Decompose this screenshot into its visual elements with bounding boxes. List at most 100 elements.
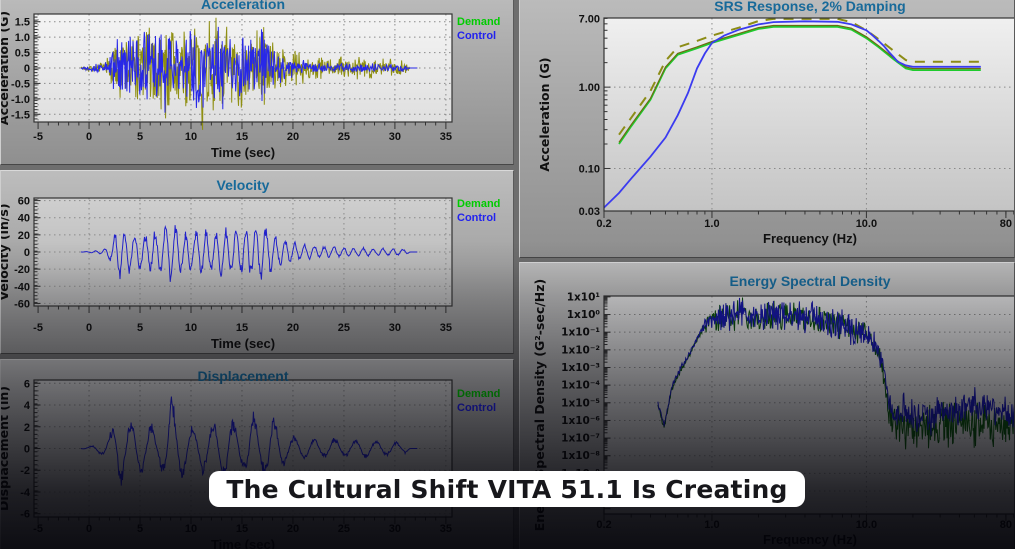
x-tick-label: 25 (338, 131, 350, 143)
y-tick-label: 0 (24, 444, 30, 456)
plot-area (604, 18, 1014, 211)
x-tick-label: 0.2 (596, 519, 611, 531)
y-tick-label: 1x10¹ (567, 291, 601, 303)
y-tick-label: 1.00 (579, 82, 600, 94)
y-tick-label: 2 (24, 422, 30, 434)
x-axis-title: Frequency (Hz) (763, 231, 857, 246)
y-tick-label: 1x10⁻¹ (561, 327, 600, 339)
y-tick-label: 4 (24, 400, 31, 412)
srs-response-chart-panel[interactable]: 0.2 1.0 10.0 80 7.00 1.00 0.10 0.03 SRS Response… (519, 0, 1015, 258)
legend-item-control: Control (457, 402, 497, 414)
acceleration-plot-svg: -5 0 5 10 15 20 25 30 351.51.00.50-0.5-1.0-1.5Ac… (1, 0, 453, 160)
y-tick-label: 0 (24, 247, 30, 259)
velocity-plot-svg: -5 0 5 10 15 20 25 30 356040200-20-40-60Velocity… (1, 177, 453, 351)
x-tick-label: 10 (185, 523, 197, 535)
x-tick-label: 30 (389, 523, 401, 535)
x-axis-title: Frequency (Hz) (763, 532, 857, 547)
legend-item-demand: Demand (457, 16, 501, 28)
x-tick-label: 0 (86, 322, 92, 334)
y-tick-label: 1.0 (15, 32, 30, 44)
y-axis-title: Velocity (in/s) (1, 203, 11, 300)
x-tick-label: 30 (389, 322, 401, 334)
x-tick-label: 30 (389, 131, 401, 143)
y-tick-label: 1x10⁻⁵ (561, 397, 600, 409)
x-tick-label: 10 (185, 131, 197, 143)
chart-legend: Demand Control (457, 15, 500, 43)
x-tick-label: 80 (1000, 218, 1012, 230)
y-tick-label: 1x10⁻⁸ (561, 450, 600, 462)
x-tick-label: 0.2 (596, 218, 611, 230)
x-axis-title: Time (sec) (211, 145, 275, 160)
x-tick-label: 5 (137, 131, 143, 143)
y-tick-label: 7.00 (579, 13, 600, 25)
legend-item-demand: Demand (457, 388, 501, 400)
caption-text: The Cultural Shift VITA 51.1 Is Creating (226, 474, 788, 504)
x-tick-label: 10.0 (856, 519, 877, 531)
x-tick-label: 10.0 (856, 218, 877, 230)
x-tick-label: 20 (287, 322, 299, 334)
y-tick-label: 1.5 (15, 17, 30, 29)
y-tick-label: -6 (20, 509, 30, 521)
x-tick-label: 5 (137, 523, 143, 535)
y-tick-label: 1x10⁻⁶ (561, 415, 600, 427)
x-axis-title: Time (sec) (211, 537, 275, 549)
chart-title: Velocity (217, 177, 270, 193)
y-tick-label: 40 (18, 213, 30, 225)
velocity-chart-panel[interactable]: -5 0 5 10 15 20 25 30 35 60 40 20 0 -20 -40 -60 Velocity… (0, 170, 514, 354)
y-tick-label: 0.5 (15, 48, 30, 60)
y-axis-title: Displacement (in) (1, 386, 11, 511)
chart-title: Energy Spectral Density (729, 273, 890, 289)
x-tick-label: 15 (236, 322, 248, 334)
y-tick-label: -0.5 (11, 78, 30, 90)
legend-item-control: Control (457, 30, 497, 42)
y-tick-label: 0.03 (579, 206, 600, 218)
x-tick-label: 5 (137, 322, 143, 334)
y-tick-label: 1x10⁻³ (561, 362, 600, 374)
legend-item-control: Control (457, 212, 497, 224)
x-tick-label: 20 (287, 131, 299, 143)
y-tick-label: -40 (14, 281, 30, 293)
x-tick-label: -5 (33, 131, 43, 143)
chart-title: Displacement (197, 368, 288, 384)
caption-banner: The Cultural Shift VITA 51.1 Is Creating (209, 471, 805, 507)
x-tick-label: 15 (236, 131, 248, 143)
y-tick-label: -1.5 (11, 109, 30, 121)
y-tick-label: -1.0 (11, 94, 30, 106)
x-tick-label: 35 (440, 131, 452, 143)
y-axis-title: Acceleration (G) (537, 57, 552, 171)
displacement-plot-svg: -5 0 5 10 15 20 25 30 356420-2-4-6DisplacementTi… (1, 368, 453, 549)
chart-legend: Demand Control (457, 387, 500, 415)
x-tick-label: 1.0 (704, 519, 719, 531)
x-tick-label: 1.0 (704, 218, 719, 230)
y-tick-label: -4 (20, 487, 31, 499)
y-axis-title: Acceleration (G) (1, 11, 11, 125)
y-tick-label: 1x10⁰ (567, 309, 601, 321)
x-tick-label: -5 (33, 322, 43, 334)
x-tick-label: 10 (185, 322, 197, 334)
displacement-chart-panel[interactable]: -5 0 5 10 15 20 25 30 35 6 4 2 0 -2 -4 -6 Displacement Ti… (0, 359, 514, 549)
x-tick-label: 25 (338, 523, 350, 535)
chart-title: Acceleration (201, 0, 285, 12)
srs-plot-svg: 0.2 1.0 10.0 80 7.00 1.00 0.10 0.03 SRS Response… (537, 0, 1014, 246)
chart-title: SRS Response, 2% Damping (714, 0, 905, 14)
x-tick-label: -5 (33, 523, 43, 535)
x-tick-label: 15 (236, 523, 248, 535)
x-tick-label: 80 (1000, 519, 1012, 531)
y-tick-label: 0.10 (579, 163, 600, 175)
x-tick-label: 0 (86, 131, 92, 143)
y-tick-label: 1x10⁻⁷ (561, 433, 600, 445)
x-tick-label: 35 (440, 322, 452, 334)
x-tick-label: 20 (287, 523, 299, 535)
x-tick-label: 0 (86, 523, 92, 535)
y-tick-label: 1x10⁻⁴ (561, 380, 600, 392)
x-tick-label: 35 (440, 523, 452, 535)
x-tick-label: 25 (338, 322, 350, 334)
chart-legend: Demand Control (457, 197, 500, 225)
legend-item-demand: Demand (457, 198, 501, 210)
x-axis-title: Time (sec) (211, 336, 275, 351)
y-tick-label: -60 (14, 298, 30, 310)
y-tick-label: 60 (18, 196, 30, 208)
acceleration-chart-panel[interactable]: -5 0 5 10 15 20 25 30 35 1.5 1.0 0.5 0 -0.5 -1.0 -1.5 Ac… (0, 0, 514, 165)
y-tick-label: 1x10⁻² (561, 344, 600, 356)
